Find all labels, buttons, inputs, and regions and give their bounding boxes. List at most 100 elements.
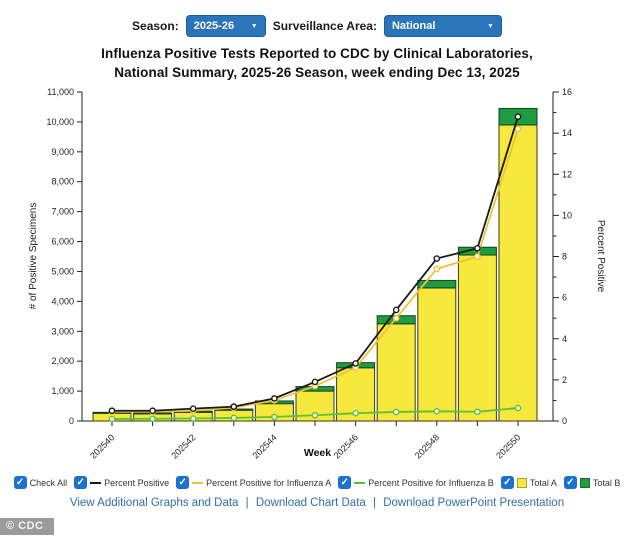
y-left-tick-label: 8,000 bbox=[51, 177, 74, 187]
y-right-tick-label: 10 bbox=[562, 211, 572, 221]
y-left-tick-label: 1,000 bbox=[51, 386, 74, 396]
legend-bar: ✓ Check All ✓ Percent Positive ✓ Percent Posi… bbox=[0, 476, 634, 490]
y-right-axis-title: Percent Positive bbox=[595, 220, 606, 293]
data-point-marker bbox=[271, 413, 278, 421]
y-right-tick-label: 6 bbox=[562, 293, 567, 303]
y-left-tick-label: 2,000 bbox=[51, 356, 74, 366]
x-tick-label: 202544 bbox=[250, 433, 278, 461]
bar-total-a bbox=[417, 287, 457, 422]
legend-label: Percent Positive for Influenza A bbox=[206, 477, 332, 488]
y-right-tick-label: 4 bbox=[562, 334, 567, 344]
data-point-marker bbox=[474, 408, 481, 416]
data-point-marker bbox=[433, 255, 441, 263]
y-left-tick-label: 5,000 bbox=[51, 267, 74, 277]
data-point-marker bbox=[189, 415, 197, 423]
square-swatch-icon bbox=[579, 477, 590, 488]
data-point-marker bbox=[149, 407, 156, 415]
data-point-marker bbox=[352, 410, 359, 417]
stacked-bars bbox=[92, 108, 538, 422]
link-view-additional-graphs-and-data[interactable]: View Additional Graphs and Data bbox=[69, 497, 239, 510]
data-point-marker bbox=[392, 306, 400, 314]
x-axis-title: Week bbox=[304, 447, 331, 459]
checkbox-percent-positive[interactable]: ✓ bbox=[74, 476, 88, 490]
chart-title-line2: National Summary, 2025-26 Season, week e… bbox=[114, 65, 520, 81]
y-right-tick-label: 12 bbox=[562, 170, 572, 180]
data-point-marker bbox=[271, 395, 278, 402]
legend-label: Total A bbox=[529, 477, 557, 488]
checkbox-percent-positive-for-influenza-b[interactable]: ✓ bbox=[338, 476, 352, 490]
y-right-tick-label: 0 bbox=[562, 416, 567, 426]
checkbox-total-a[interactable]: ✓ bbox=[500, 476, 514, 490]
data-point-marker bbox=[474, 253, 481, 261]
square-swatch-icon bbox=[516, 477, 527, 488]
data-point-marker bbox=[514, 126, 522, 133]
bar-total-a bbox=[457, 254, 497, 422]
data-point-marker bbox=[311, 412, 319, 419]
data-point-marker bbox=[514, 113, 522, 121]
season-dropdown[interactable]: 2025-26 ▼ bbox=[185, 15, 266, 37]
surveillance-area-label: Surveillance Area: bbox=[272, 19, 377, 33]
legend-label: Total B bbox=[592, 477, 621, 488]
y-left-axis-title: # of Positive Specimens bbox=[28, 203, 39, 310]
x-tick-label: 202550 bbox=[494, 433, 522, 461]
data-point-marker bbox=[230, 403, 238, 411]
line-swatch-icon bbox=[192, 481, 204, 484]
legend-item-percent-positive-for-influenza-a: ✓ Percent Positive for Influenza A bbox=[176, 476, 332, 490]
legend-item-total-a: ✓ Total A bbox=[500, 476, 557, 490]
chevron-down-icon: ▼ bbox=[487, 22, 494, 30]
y-right-tick-label: 16 bbox=[562, 87, 572, 97]
line-percent-positive-for-influenza-b bbox=[108, 405, 522, 423]
bar-total-a bbox=[376, 323, 416, 422]
x-tick-label: 202542 bbox=[169, 433, 197, 461]
y-left-tick-label: 0 bbox=[69, 416, 74, 426]
x-tick-label: 202540 bbox=[88, 433, 116, 461]
y-left-tick-label: 3,000 bbox=[51, 327, 74, 337]
data-point-marker bbox=[514, 405, 522, 412]
data-point-marker bbox=[433, 265, 441, 273]
season-dropdown-value: 2025-26 bbox=[193, 20, 235, 32]
chart-title-line1: Influenza Positive Tests Reported to CDC… bbox=[101, 46, 533, 61]
checkbox-percent-positive-for-influenza-a[interactable]: ✓ bbox=[176, 476, 190, 490]
surveillance-area-dropdown[interactable]: National ▼ bbox=[383, 15, 502, 37]
y-left-tick-label: 4,000 bbox=[51, 297, 74, 307]
link-download-chart-data[interactable]: Download Chart Data bbox=[255, 497, 366, 510]
legend-item-check-all: ✓ Check All bbox=[13, 476, 68, 490]
legend-label: Check All bbox=[29, 477, 68, 488]
line-percent-positive bbox=[108, 113, 522, 415]
legend-item-percent-positive: ✓ Percent Positive bbox=[74, 476, 170, 490]
season-label: Season: bbox=[132, 19, 179, 33]
link-separator: | bbox=[242, 497, 252, 510]
checkbox-check-all[interactable]: ✓ bbox=[13, 476, 27, 490]
y-left-tick-label: 7,000 bbox=[51, 207, 74, 217]
data-point-marker bbox=[433, 408, 441, 415]
legend-label: Percent Positive bbox=[104, 477, 170, 488]
y-left-tick-label: 10,000 bbox=[46, 117, 74, 127]
footer-links: View Additional Graphs and Data | Downlo… bbox=[0, 497, 634, 509]
chart-title: Influenza Positive Tests Reported to CDC… bbox=[0, 44, 634, 82]
bar-total-a bbox=[498, 124, 538, 422]
link-download-powerpoint-presentation[interactable]: Download PowerPoint Presentation bbox=[383, 497, 565, 510]
bar-total-b bbox=[417, 280, 457, 289]
filter-bar: Season: 2025-26 ▼ Surveillance Area: Nat… bbox=[0, 0, 634, 37]
legend-item-total-b: ✓ Total B bbox=[563, 476, 621, 490]
y-right-tick-label: 2 bbox=[562, 375, 567, 385]
surveillance-area-dropdown-value: National bbox=[391, 20, 436, 32]
data-point-marker bbox=[352, 360, 359, 368]
data-point-marker bbox=[311, 378, 319, 386]
cdc-watermark: © CDC bbox=[0, 518, 54, 535]
data-point-marker bbox=[149, 415, 156, 423]
y-left-tick-label: 11,000 bbox=[47, 87, 74, 97]
legend-item-percent-positive-for-influenza-b: ✓ Percent Positive for Influenza B bbox=[338, 476, 494, 490]
checkbox-total-b[interactable]: ✓ bbox=[563, 476, 577, 490]
percent-lines bbox=[108, 113, 522, 423]
y-left-tick-label: 6,000 bbox=[51, 237, 74, 247]
x-tick-label: 202546 bbox=[332, 433, 360, 461]
data-point-marker bbox=[108, 407, 116, 415]
data-point-marker bbox=[474, 245, 481, 252]
influenza-combo-chart: 0 1,000 2,000 3,000 4,000 5,000 6,000 7,000 8,00… bbox=[28, 87, 606, 461]
data-point-marker bbox=[108, 415, 116, 423]
y-left-tick-label: 9,000 bbox=[51, 147, 74, 157]
data-point-marker bbox=[392, 315, 400, 322]
y-right-tick-label: 14 bbox=[562, 128, 572, 138]
chevron-down-icon: ▼ bbox=[250, 22, 258, 30]
